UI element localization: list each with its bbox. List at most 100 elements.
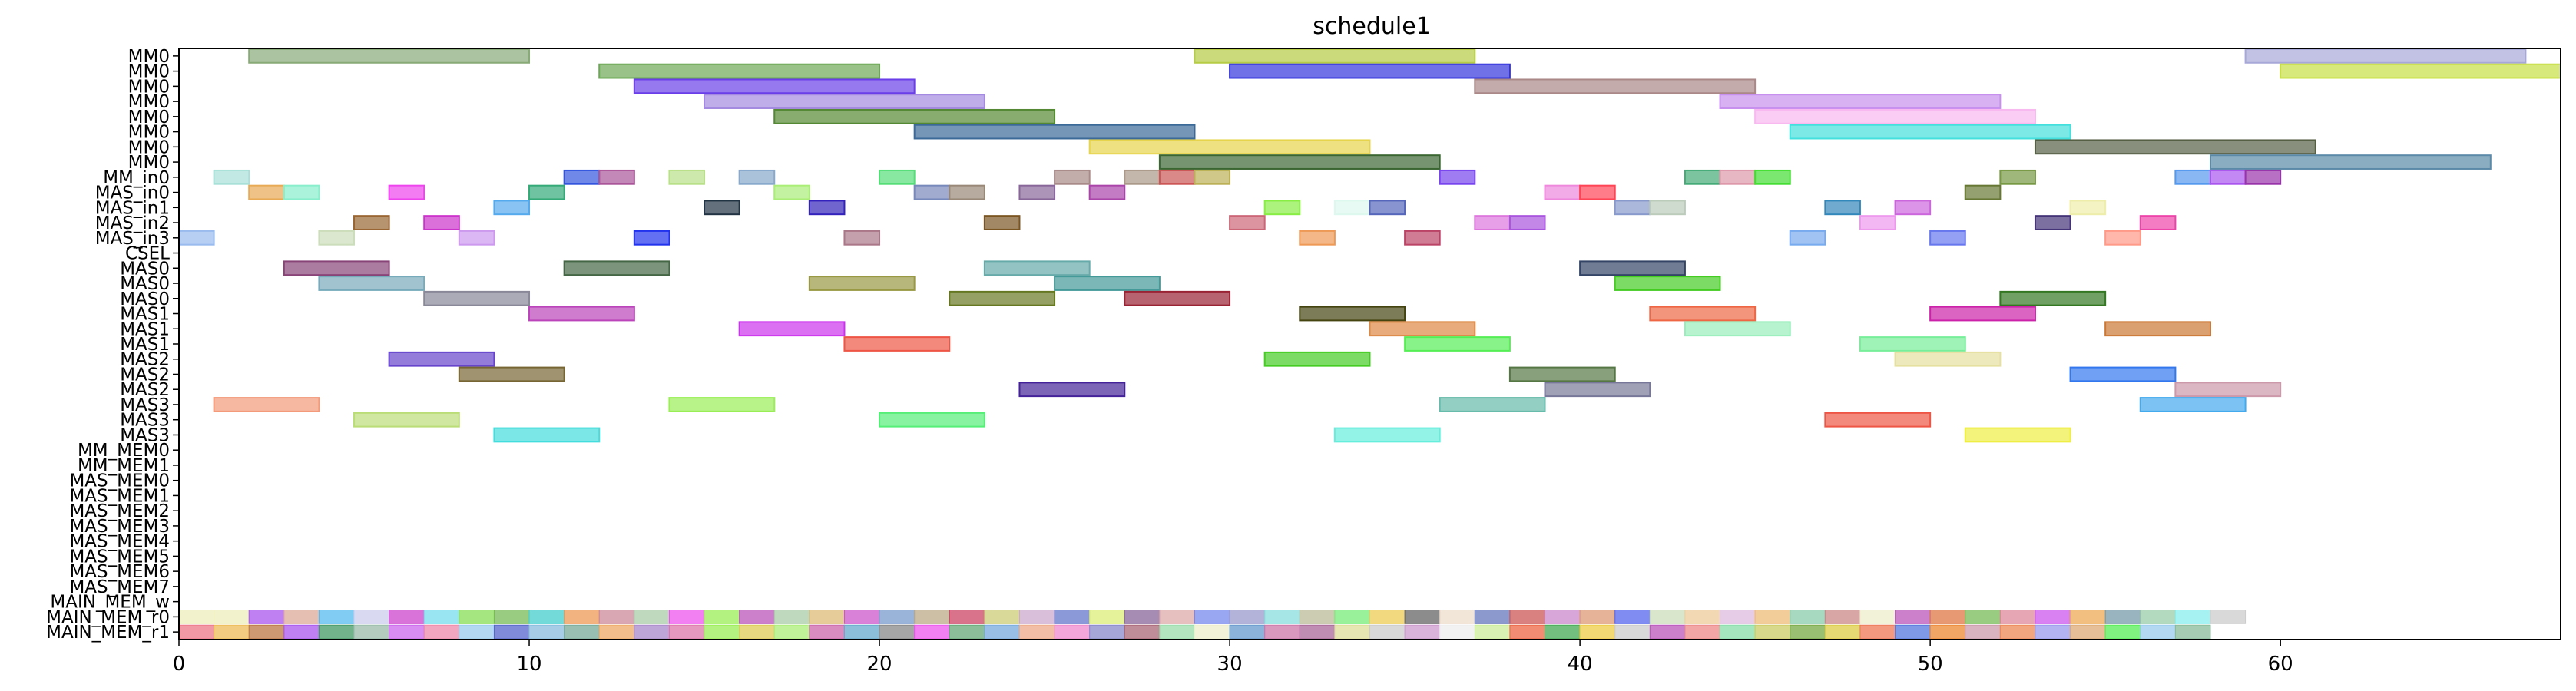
- y-tick-label: MAS2: [120, 365, 170, 385]
- task-bar: [1404, 230, 1441, 246]
- task-bar: [353, 412, 460, 428]
- y-tick-label: MM0: [128, 123, 170, 143]
- task-bar: [1754, 169, 1791, 185]
- memory-slot: [2174, 624, 2211, 640]
- task-bar: [1754, 108, 2036, 124]
- memory-slot: [1018, 610, 1055, 624]
- task-bar: [458, 366, 565, 382]
- y-axis: MM0MM0MM0MM0MM0MM0MM0MM0MM_in0MAS_in0MAS…: [46, 47, 179, 643]
- memory-slot: [1790, 610, 1826, 624]
- y-tick-label: MAS3: [120, 411, 170, 431]
- task-bar: [1859, 215, 1896, 230]
- x-tick-label: 60: [2268, 653, 2293, 676]
- task-bar: [2069, 366, 2177, 382]
- x-tick-label: 20: [867, 653, 892, 676]
- memory-slot: [1684, 610, 1721, 624]
- task-bar: [1544, 382, 1651, 398]
- memory-slot: [1999, 610, 2036, 624]
- task-bar: [1088, 184, 1126, 200]
- task-bar: [843, 230, 881, 246]
- x-tick-label: 50: [1918, 653, 1943, 676]
- task-bar: [633, 78, 916, 94]
- task-bar: [2034, 139, 2316, 155]
- memory-slot: [843, 624, 880, 640]
- task-bar: [1054, 169, 1091, 185]
- memory-slot: [1299, 610, 1336, 624]
- memory-slot: [1754, 624, 1791, 640]
- memory-slot: [1299, 624, 1336, 640]
- y-tick-label: MAS1: [120, 319, 170, 339]
- memory-slot: [1965, 610, 2001, 624]
- memory-slot: [2140, 610, 2176, 624]
- memory-slot: [634, 624, 670, 640]
- task-bar: [528, 184, 565, 200]
- task-bar: [1649, 306, 1757, 322]
- task-bar: [1333, 200, 1371, 216]
- memory-slot: [318, 610, 355, 624]
- task-bar: [1158, 154, 1441, 170]
- memory-slot: [389, 624, 425, 640]
- task-bar: [1474, 215, 1511, 230]
- task-bar: [1124, 290, 1231, 306]
- memory-slot: [1439, 610, 1475, 624]
- task-bar: [1194, 169, 1231, 185]
- y-tick-label: MM0: [128, 107, 170, 127]
- task-bar: [738, 321, 846, 337]
- task-bar: [2104, 230, 2141, 246]
- task-bar: [2139, 215, 2177, 230]
- memory-slot: [1264, 624, 1300, 640]
- task-bar: [1263, 351, 1371, 367]
- memory-slot: [1720, 610, 1756, 624]
- memory-slot: [283, 610, 320, 624]
- task-bar: [1263, 200, 1301, 216]
- y-tick-label: MAS0: [120, 274, 170, 294]
- task-bar: [1439, 397, 1546, 412]
- task-bar: [738, 169, 776, 185]
- task-bar: [2139, 397, 2247, 412]
- memory-slot: [2070, 624, 2106, 640]
- memory-slot: [2104, 624, 2141, 640]
- memory-slot: [879, 610, 916, 624]
- task-bar: [2034, 215, 2071, 230]
- memory-slot: [773, 610, 810, 624]
- memory-slot: [1545, 624, 1581, 640]
- task-bar: [1579, 184, 1616, 200]
- memory-slot: [1159, 624, 1195, 640]
- task-bar: [983, 215, 1021, 230]
- memory-slot: [1334, 624, 1371, 640]
- memory-slot: [353, 610, 390, 624]
- memory-slot: [1754, 610, 1791, 624]
- task-bar: [808, 200, 846, 216]
- task-bar: [2209, 169, 2247, 185]
- memory-slot: [214, 624, 250, 640]
- memory-slot: [1264, 610, 1300, 624]
- memory-slot: [459, 624, 495, 640]
- x-tick-label: 30: [1217, 653, 1243, 676]
- task-bar: [2174, 382, 2282, 398]
- memory-slot: [1474, 624, 1511, 640]
- memory-slot: [1404, 624, 1441, 640]
- y-tick-label: CSEL: [125, 244, 170, 264]
- y-tick-label: MAS_MEM4: [69, 532, 170, 552]
- memory-slot: [949, 624, 985, 640]
- y-tick-label: MM0: [128, 77, 170, 97]
- memory-slot: [564, 624, 600, 640]
- task-bar: [1124, 169, 1161, 185]
- memory-slot: [493, 624, 530, 640]
- y-tick-label: MAS1: [120, 335, 170, 355]
- x-tick-label: 10: [516, 653, 541, 676]
- x-axis: 0 10 20 30 40 50 60: [173, 640, 2293, 676]
- memory-slot: [493, 610, 530, 624]
- memory-slot: [1229, 610, 1266, 624]
- task-bar: [213, 169, 250, 185]
- memory-slot: [2174, 610, 2211, 624]
- memory-slot: [214, 610, 250, 624]
- task-bar: [773, 184, 810, 200]
- memory-slot: [1649, 610, 1686, 624]
- memory-slot: [598, 624, 635, 640]
- task-bar: [1229, 215, 1266, 230]
- memory-slot: [1545, 610, 1581, 624]
- task-bar: [1894, 200, 1932, 216]
- memory-slot: [1999, 624, 2036, 640]
